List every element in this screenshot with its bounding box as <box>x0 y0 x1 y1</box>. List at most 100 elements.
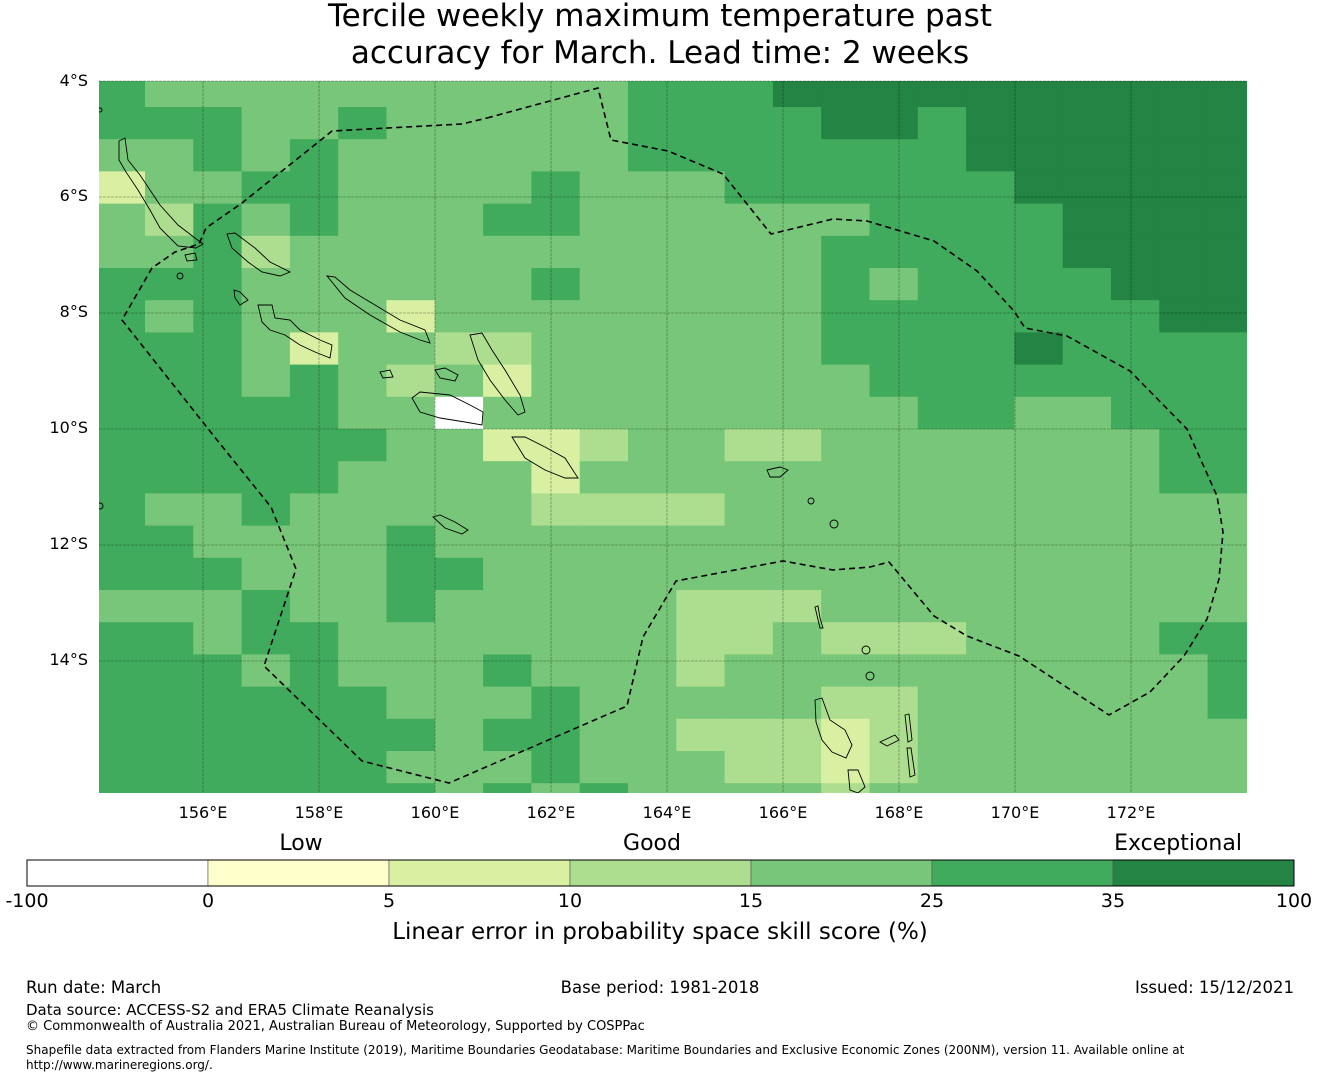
grid-cell <box>1062 268 1112 301</box>
grid-cell <box>193 525 243 559</box>
grid-cell <box>869 461 919 494</box>
grid-cell <box>966 557 1015 591</box>
grid-cell <box>483 590 532 623</box>
eez-boundary <box>121 87 1224 784</box>
grid-cell <box>1014 235 1064 269</box>
grid-cell <box>1159 429 1209 462</box>
grid-cell <box>917 590 967 623</box>
grid-cell <box>193 235 243 269</box>
grid-cell <box>241 751 291 784</box>
grid-cell <box>193 622 243 655</box>
grid-cell <box>724 654 774 688</box>
grid-cell <box>1062 81 1112 108</box>
grid-cell <box>869 654 919 688</box>
grid-cell <box>1014 783 1064 793</box>
grid-cell <box>579 396 629 430</box>
grid-cell <box>289 107 339 140</box>
grid-cell <box>386 622 436 655</box>
grid-cell <box>193 429 243 462</box>
grid-cell <box>1207 300 1247 333</box>
grid-cell <box>145 268 194 301</box>
grid-cell <box>386 654 436 688</box>
grid-cell <box>434 364 484 398</box>
grid-cell <box>1062 783 1112 793</box>
grid-cell <box>917 171 967 205</box>
grid-cell <box>772 654 822 688</box>
grid-cell <box>676 429 726 462</box>
grid-cell <box>99 461 146 494</box>
grid-cell <box>145 139 194 172</box>
island-pentecost <box>906 747 916 778</box>
grid-cell <box>99 622 146 655</box>
grid-cell <box>917 525 967 559</box>
grid-cell <box>676 364 726 398</box>
grid-cell <box>338 332 388 366</box>
lat-label: 10°S <box>49 418 88 437</box>
grid-cell <box>99 107 146 140</box>
grid-cell <box>193 139 243 172</box>
grid-cell <box>1111 300 1160 333</box>
grid-cell <box>1159 396 1209 430</box>
lat-label: 6°S <box>59 186 88 205</box>
grid-cell <box>193 364 243 398</box>
grid-cell <box>531 718 581 752</box>
grid-cell <box>1014 107 1064 140</box>
grid-cell <box>724 268 774 301</box>
grid-cell <box>917 718 967 752</box>
grid-cell <box>821 268 871 301</box>
grid-cell <box>1062 300 1112 333</box>
grid-cell <box>966 81 1015 108</box>
grid-cell <box>434 235 484 269</box>
grid-cell <box>772 751 822 784</box>
grid-cell <box>386 718 436 752</box>
grid-cell <box>434 686 484 720</box>
grid-cell <box>483 300 532 333</box>
grid-cell <box>821 461 871 494</box>
grid-cell <box>917 557 967 591</box>
grid-cell <box>483 718 532 752</box>
island-torres <box>814 605 824 629</box>
grid-cell <box>579 268 629 301</box>
grid-cell <box>1159 590 1209 623</box>
grid-cell <box>483 203 532 237</box>
grid-cell <box>434 268 484 301</box>
grid-cell <box>241 686 291 720</box>
grid-cell <box>821 364 871 398</box>
grid-cell <box>724 364 774 398</box>
grid-cell <box>1159 461 1209 494</box>
grid-cell <box>193 107 243 140</box>
data-source: Data source: ACCESS-S2 and ERA5 Climate … <box>26 1001 434 1019</box>
skill-grid <box>99 81 1247 793</box>
islet <box>861 645 871 655</box>
grid-cell <box>1159 81 1209 108</box>
grid-cell <box>99 268 146 301</box>
grid-cell <box>821 783 871 793</box>
grid-cell <box>772 622 822 655</box>
grid-cell <box>628 751 677 784</box>
grid-cell <box>966 107 1015 140</box>
grid-cell <box>821 654 871 688</box>
grid-cell <box>1111 654 1160 688</box>
grid-cell <box>99 300 146 333</box>
grid-cell <box>966 590 1015 623</box>
grid-cell <box>434 81 484 108</box>
grid-cell <box>821 81 871 108</box>
grid-cell <box>289 268 339 301</box>
grid-cell <box>241 364 291 398</box>
grid-cell <box>724 590 774 623</box>
grid-cell <box>1111 235 1160 269</box>
grid-cell <box>1207 364 1247 398</box>
shapefile-url: http://www.marineregions.org/. <box>26 1058 213 1072</box>
grid-cell <box>1014 557 1064 591</box>
islet <box>865 671 875 681</box>
grid-cell <box>724 300 774 333</box>
grid-cell <box>772 139 822 172</box>
grid-cell <box>579 203 629 237</box>
grid-cell <box>772 686 822 720</box>
grid-cell <box>386 107 436 140</box>
grid-cell <box>966 203 1015 237</box>
grid-cell <box>483 461 532 494</box>
grid-cell <box>772 718 822 752</box>
grid-cell <box>628 493 677 527</box>
grid-cell <box>289 751 339 784</box>
